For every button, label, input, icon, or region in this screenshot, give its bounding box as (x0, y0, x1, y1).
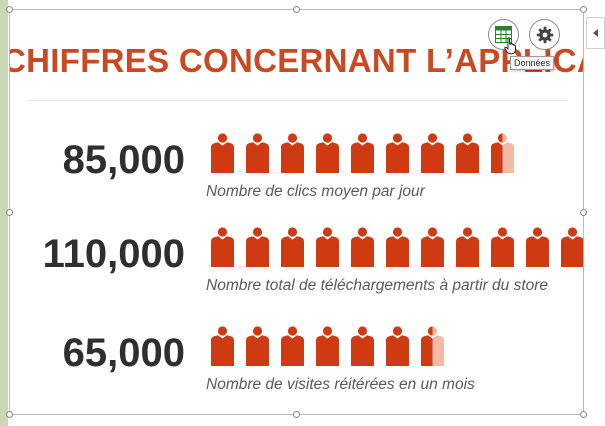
person-icon (421, 326, 444, 366)
person-icon (491, 227, 514, 267)
title-divider (28, 100, 568, 101)
data-tooltip: Données (510, 56, 555, 70)
resize-handle-top-right[interactable] (580, 6, 587, 13)
person-icon (386, 326, 409, 366)
chart-frame[interactable]: CHIFFRES CONCERNANT L’APPLICATION 85,000… (9, 9, 584, 415)
resize-handle-bottom-right[interactable] (580, 411, 587, 418)
stat-label: Nombre de clics moyen par jour (206, 183, 425, 200)
resize-handle-right[interactable] (580, 209, 587, 216)
person-icon (351, 133, 374, 173)
person-icon (246, 133, 269, 173)
person-icon (316, 326, 339, 366)
stat-row-clics: 85,000 Nombre de clics moyen par jour (10, 128, 583, 208)
person-icon (316, 227, 339, 267)
side-panel-tab[interactable] (586, 17, 605, 49)
person-icon (561, 227, 583, 267)
person-icon (526, 227, 549, 267)
resize-handle-bottom-left[interactable] (6, 411, 13, 418)
people-icons (206, 227, 583, 269)
person-icon (456, 227, 479, 267)
person-icon (211, 133, 234, 173)
settings-button[interactable] (529, 19, 560, 50)
stat-label: Nombre total de téléchargements à partir… (206, 277, 549, 294)
stat-row-downloads: 110,000 Nombre total de téléchargements … (10, 222, 583, 302)
resize-handle-top-left[interactable] (6, 6, 13, 13)
stat-value: 65,000 (62, 331, 185, 375)
person-icon (491, 133, 514, 173)
gear-icon (536, 26, 553, 43)
people-icons (206, 326, 451, 368)
people-icons (206, 133, 521, 175)
chevron-left-icon (592, 29, 598, 37)
stat-row-visites: 65,000 Nombre de visites réitérées en un… (10, 321, 583, 401)
person-icon (246, 326, 269, 366)
person-icon (351, 227, 374, 267)
person-icon (246, 227, 269, 267)
person-icon (421, 227, 444, 267)
person-icon (421, 133, 444, 173)
person-icon (281, 227, 304, 267)
stat-value: 110,000 (42, 232, 185, 276)
person-icon (456, 133, 479, 173)
resize-handle-top[interactable] (293, 6, 300, 13)
left-green-strip (0, 0, 8, 426)
table-grid-icon (495, 26, 512, 43)
person-icon (281, 133, 304, 173)
person-icon (211, 227, 234, 267)
infographic-title: CHIFFRES CONCERNANT L’APPLICATION (9, 42, 583, 79)
resize-handle-bottom[interactable] (293, 411, 300, 418)
person-icon (281, 326, 304, 366)
resize-handle-left[interactable] (6, 209, 13, 216)
person-icon (211, 326, 234, 366)
person-icon (351, 326, 374, 366)
stat-value: 85,000 (62, 138, 185, 182)
hand-cursor-icon (504, 37, 516, 55)
person-icon (316, 133, 339, 173)
person-icon (386, 133, 409, 173)
stat-label: Nombre de visites réitérées en un mois (206, 376, 475, 393)
person-icon (386, 227, 409, 267)
